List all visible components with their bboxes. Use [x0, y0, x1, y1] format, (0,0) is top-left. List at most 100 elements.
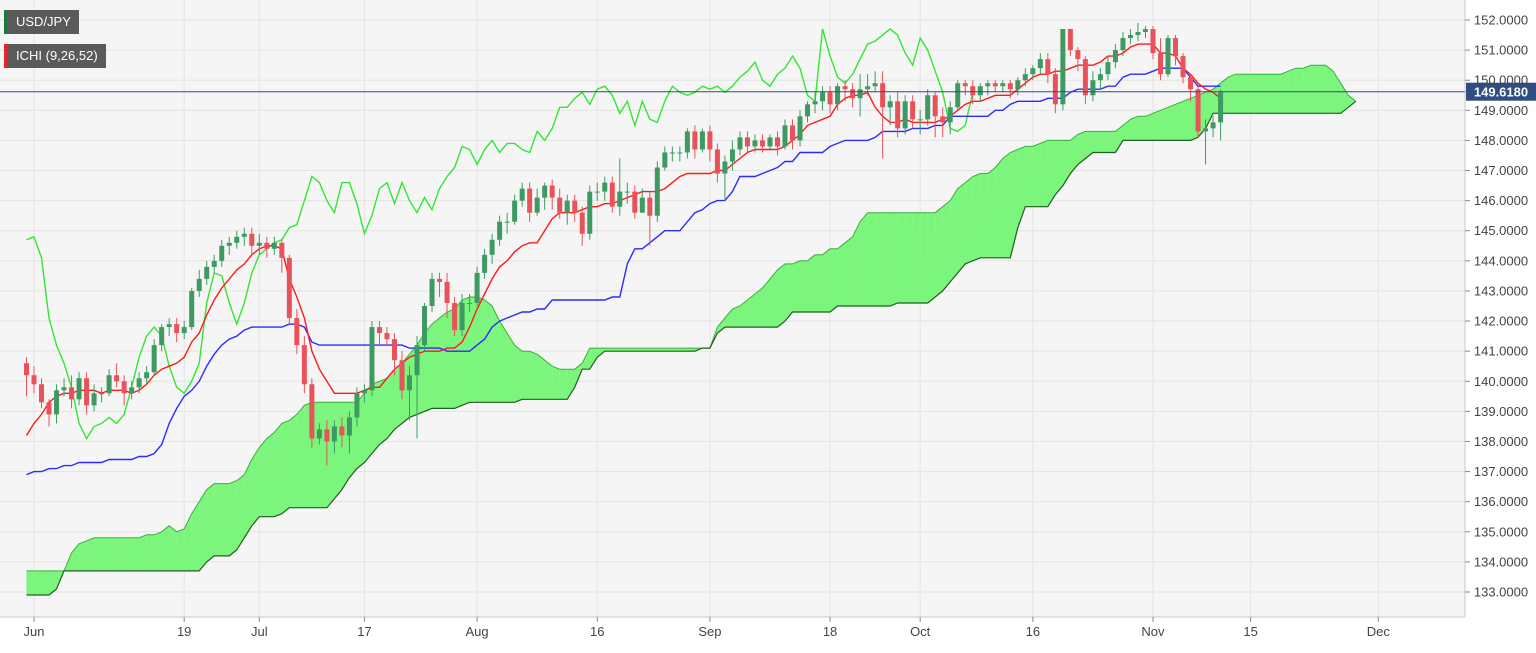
candle-body [482, 254, 488, 273]
y-tick-label: 147.0000 [1474, 163, 1528, 178]
cloud-segment [860, 212, 869, 306]
candle-body [932, 95, 938, 117]
candle-body [729, 149, 735, 162]
cloud-segment [1002, 152, 1011, 258]
x-tick-label: 17 [357, 624, 371, 639]
candle-body [61, 387, 67, 391]
cloud-segment [920, 212, 929, 303]
candle-body [504, 221, 510, 223]
cloud-segment [1055, 140, 1064, 195]
candle-body [895, 101, 901, 129]
candle-body [204, 266, 210, 279]
cloud-segment [432, 318, 440, 409]
senkou-span-b-line [26, 100, 1357, 596]
cloud-segment [236, 474, 245, 550]
cloud-segment [732, 306, 741, 328]
candle-body [219, 245, 225, 261]
candle-body [707, 131, 713, 150]
y-tick-label: 145.0000 [1474, 223, 1528, 238]
cloud-segment [1340, 83, 1349, 114]
candle-body [474, 272, 480, 303]
cloud-segment [724, 309, 733, 328]
cloud-segment [184, 513, 193, 571]
x-tick-label: Aug [466, 624, 489, 639]
cloud-segment [109, 537, 118, 571]
x-tick-label: Nov [1141, 624, 1165, 639]
candle-body [774, 137, 780, 147]
cloud-segment [364, 384, 373, 463]
cloud-segment [169, 525, 178, 571]
cloud-segment [1295, 68, 1304, 114]
candle-body [166, 324, 172, 328]
cloud-segment [199, 489, 208, 571]
candle-body [1045, 59, 1051, 75]
candle-body [850, 89, 856, 99]
cloud-segment [1047, 140, 1056, 207]
cloud-segment [1145, 113, 1154, 141]
candle-body [361, 390, 367, 394]
candle-body [444, 281, 450, 303]
candle-body [181, 327, 187, 334]
cloud-segment [1273, 74, 1282, 114]
cloud-segment [492, 306, 501, 403]
cloud-segment [334, 402, 343, 499]
candle-body [579, 212, 585, 234]
candle-body [737, 137, 743, 150]
candle-body [286, 257, 292, 319]
candle-body [437, 278, 443, 282]
cloud-segment [1235, 74, 1244, 114]
candle-body [271, 242, 277, 249]
cloud-segment [762, 278, 771, 328]
candle-body [459, 302, 465, 331]
cloud-segment [1348, 95, 1357, 108]
candle-body [76, 378, 82, 400]
candle-body [902, 101, 908, 129]
y-tick-label: 138.0000 [1474, 434, 1528, 449]
cloud-segment [79, 540, 87, 571]
candle-body [744, 137, 750, 147]
y-tick-label: 133.0000 [1474, 585, 1528, 600]
candle-body [797, 116, 803, 141]
cloud-segment [1010, 149, 1019, 258]
y-tick-label: 141.0000 [1474, 344, 1528, 359]
cloud-segment [1288, 68, 1297, 114]
cloud-segment [1205, 89, 1214, 129]
cloud-segment [1303, 65, 1312, 114]
candle-body [1150, 29, 1156, 54]
y-tick-label: 150.0000 [1474, 73, 1528, 88]
candle-body [23, 363, 29, 376]
candle-body [354, 393, 360, 418]
candle-body [264, 242, 270, 249]
cloud-segment [274, 423, 283, 517]
cloud-segment [747, 293, 756, 328]
candle-body [992, 83, 998, 87]
cloud-segment [289, 414, 298, 508]
candle-body [714, 149, 720, 174]
candle-body [684, 131, 690, 153]
candle-body [617, 191, 623, 207]
cloud-segment [1183, 98, 1191, 141]
candle-body [910, 101, 916, 120]
candle-body [692, 131, 698, 150]
candle-body [947, 107, 953, 123]
candle-body [1082, 59, 1088, 96]
candle-body [249, 233, 255, 246]
cloud-segment [1092, 131, 1101, 153]
candle-body [31, 375, 37, 385]
candle-body [662, 152, 668, 168]
cloud-segment [995, 158, 1004, 258]
candle-body [346, 417, 352, 436]
cloud-segment [672, 348, 681, 352]
cloud-segment [244, 459, 253, 538]
cloud-segment [1265, 74, 1274, 114]
candle-body [917, 119, 923, 121]
candle-body [512, 200, 518, 222]
legend-symbol[interactable]: USD/JPY [4, 10, 79, 34]
cloud-segment [1025, 146, 1034, 207]
candle-body [1195, 89, 1201, 132]
cloud-segment [987, 167, 996, 258]
cloud-segment [769, 269, 778, 328]
cloud-segment [800, 260, 808, 313]
legend-indicator[interactable]: ICHI (9,26,52) [4, 44, 106, 68]
cloud-segment [897, 212, 906, 303]
